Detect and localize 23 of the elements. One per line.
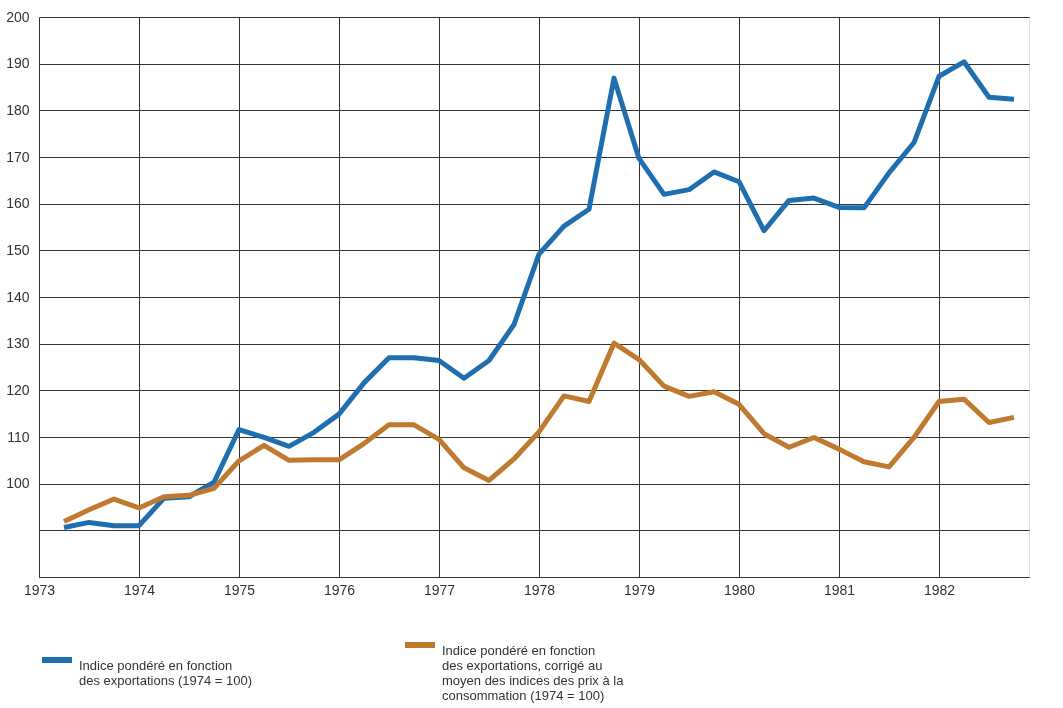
- y-tick-label: 110: [7, 428, 30, 445]
- legend-label: Indice pondéré en fonction des exportations (1974 = 100): [79, 658, 253, 688]
- legend-label: Indice pondéré en fonction des exportations, corrigé au moyen des indices des prix à la consommation (1974 = 100): [442, 643, 625, 703]
- y-tick-label: 190: [6, 55, 30, 72]
- x-tick-label: 1981: [823, 581, 856, 598]
- y-tick-label: 200: [6, 8, 30, 25]
- x-tick-label: 1979: [623, 581, 656, 598]
- x-tick-label: 1978: [523, 581, 556, 598]
- y-tick-label: 100: [6, 475, 30, 492]
- x-tick-label: 1973: [23, 581, 56, 598]
- y-tick-label: 140: [6, 288, 30, 305]
- y-tick-label: 120: [6, 381, 30, 398]
- x-tick-label: 1980: [723, 581, 756, 598]
- x-tick-label: 1975: [223, 581, 256, 598]
- y-tick-label: 180: [6, 101, 30, 118]
- x-tick-label: 1982: [923, 581, 956, 598]
- x-tick-label: 1974: [123, 581, 156, 598]
- y-tick-label: 130: [6, 335, 30, 352]
- y-tick-label: 170: [6, 148, 30, 165]
- x-tick-label: 1977: [423, 581, 456, 598]
- y-tick-label: 150: [6, 241, 30, 258]
- y-tick-label: 160: [6, 195, 30, 212]
- x-tick-label: 1976: [323, 581, 356, 598]
